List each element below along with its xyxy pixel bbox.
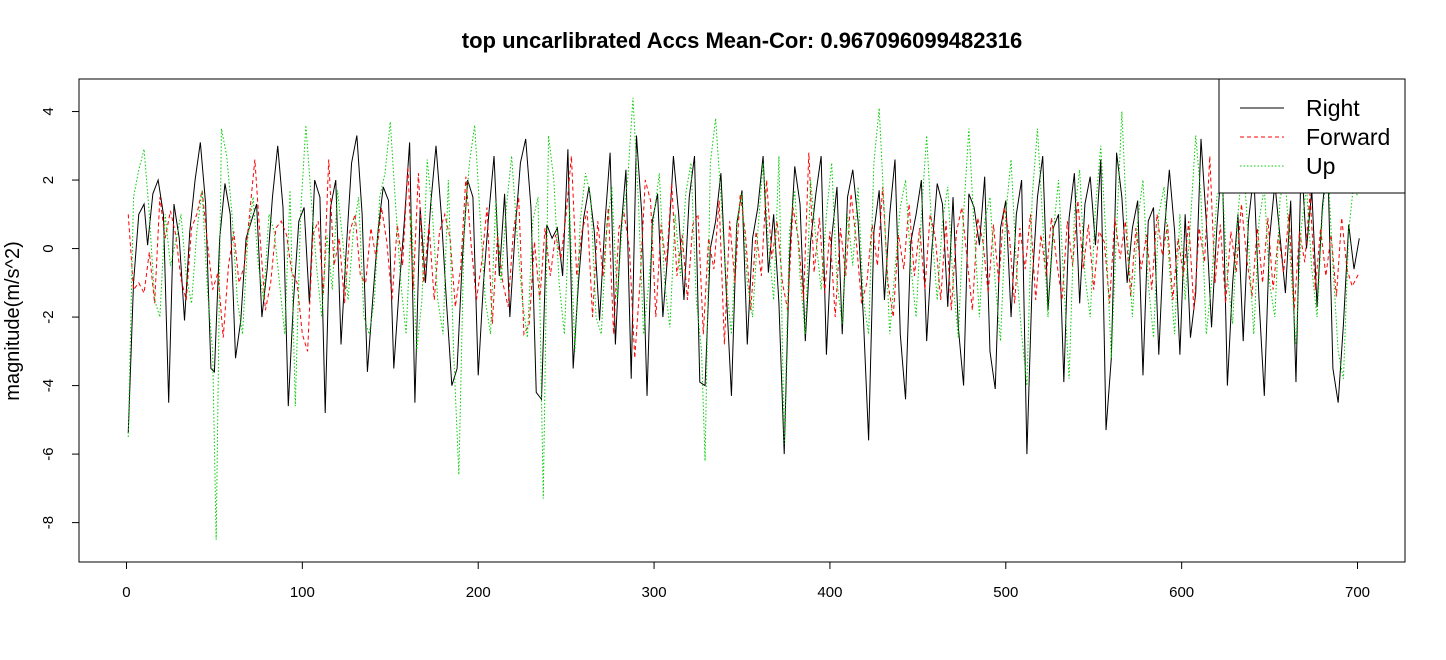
- y-tick-label: -2: [40, 310, 57, 323]
- y-axis: -8 -6 -4 -2 0 2 4: [40, 107, 80, 529]
- series-line-right: [127, 135, 1360, 455]
- x-tick-label: 500: [993, 584, 1018, 601]
- y-tick-label: -4: [40, 379, 57, 392]
- y-tick-label: -8: [40, 516, 57, 529]
- legend-label-up: Up: [1306, 153, 1335, 179]
- y-axis-label: magnitude(m/s^2): [2, 241, 24, 400]
- x-tick-label: 100: [290, 584, 315, 601]
- legend: Right Forward Up: [1218, 78, 1406, 194]
- x-tick-label: 300: [642, 584, 667, 601]
- y-tick-label: -6: [40, 447, 57, 460]
- x-tick-label: 600: [1169, 584, 1194, 601]
- y-tick-label: 2: [40, 176, 57, 184]
- x-tick-label: 700: [1345, 584, 1370, 601]
- x-axis: 0 100 200 300 400 500 600 700: [122, 561, 1370, 601]
- series-line-up: [127, 97, 1359, 540]
- y-tick-label: 4: [40, 107, 57, 115]
- x-tick-label: 400: [817, 584, 842, 601]
- x-tick-label: 200: [466, 584, 491, 601]
- legend-box: [1218, 78, 1406, 194]
- x-tick-label: 0: [122, 584, 130, 601]
- y-tick-label: 0: [40, 244, 57, 252]
- series-lines: [127, 97, 1360, 540]
- chart-title: top uncarlibrated Accs Mean-Cor: 0.96709…: [462, 28, 1022, 53]
- legend-label-forward: Forward: [1306, 124, 1390, 150]
- legend-label-right: Right: [1306, 95, 1360, 121]
